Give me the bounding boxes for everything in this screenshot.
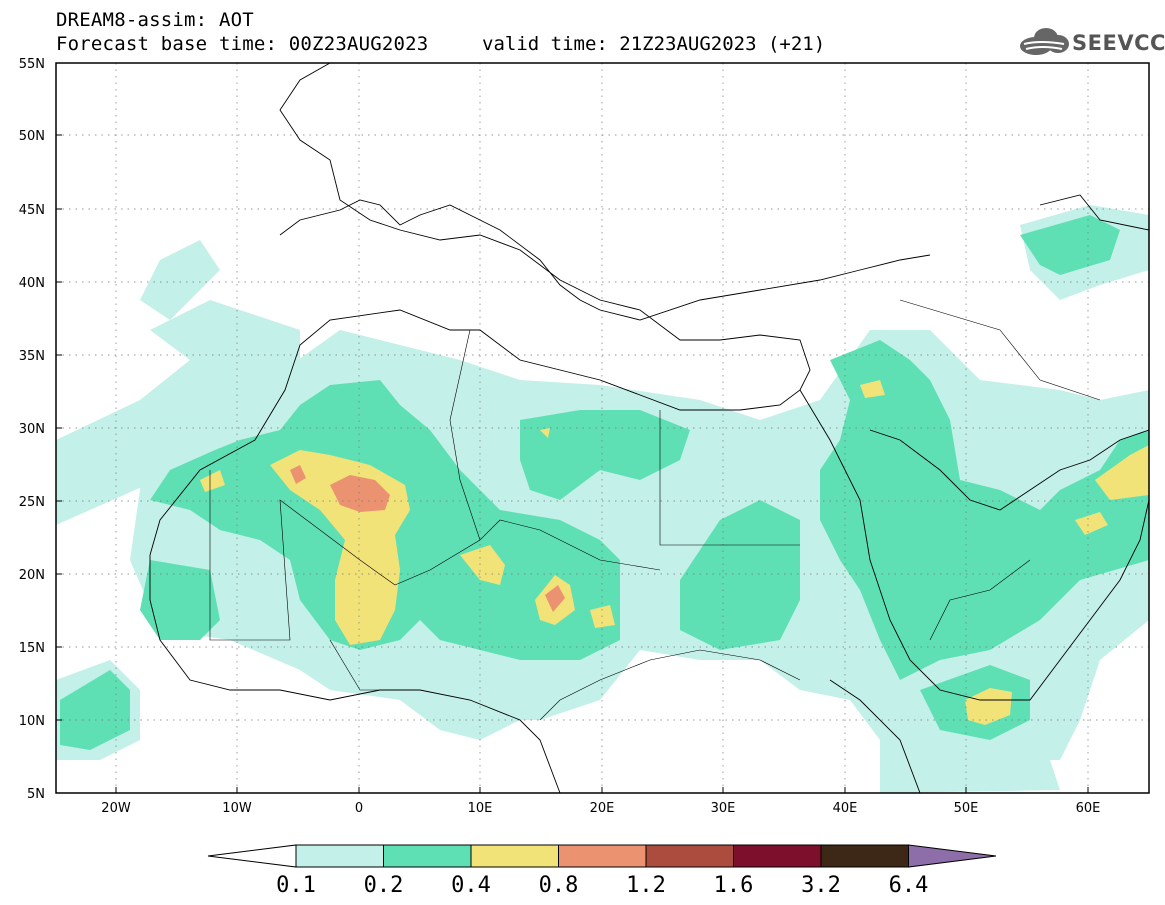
lat-label: 5N <box>27 787 45 802</box>
colorbar-swatch <box>645 844 734 868</box>
lat-label: 20N <box>19 568 45 583</box>
valid-time: valid time: 21Z23AUG2023 (+21) <box>482 33 826 55</box>
lon-label: 60E <box>1076 801 1101 816</box>
lon-label: 20E <box>590 801 615 816</box>
lat-label: 10N <box>19 714 45 729</box>
lat-label: 55N <box>19 57 45 72</box>
colorbar-label: 1.6 <box>714 873 754 898</box>
lat-label: 50N <box>19 129 45 144</box>
colorbar-swatch <box>383 844 472 868</box>
lon-label: 20W <box>101 801 131 816</box>
colorbar-swatch <box>558 844 647 868</box>
colorbar-label: 1.2 <box>626 873 666 898</box>
lon-label: 40E <box>833 801 858 816</box>
forecast-base-time: Forecast base time: 00Z23AUG2023 <box>56 33 429 55</box>
seevccc-logo-text: SEEVCCC <box>1072 31 1165 55</box>
lon-label: 10E <box>468 801 493 816</box>
colorbar: 0.1 0.2 0.4 0.8 1.2 1.6 3.2 6.4 <box>207 844 997 898</box>
lat-label: 35N <box>19 349 45 364</box>
colorbar-label: 0.2 <box>364 873 404 898</box>
colorbar-under-arrow <box>207 844 297 868</box>
lon-label: 10W <box>222 801 252 816</box>
axis-ticks <box>56 134 1089 793</box>
borders <box>209 299 1101 721</box>
lat-label: 30N <box>19 422 45 437</box>
lat-label: 40N <box>19 276 45 291</box>
colorbar-swatch <box>820 844 909 868</box>
colorbar-swatch <box>733 844 822 868</box>
lon-label: 30E <box>711 801 736 816</box>
lat-label: 25N <box>19 495 45 510</box>
colorbar-swatch <box>470 844 559 868</box>
cloud-logo-icon <box>1020 28 1069 55</box>
colorbar-label: 0.4 <box>451 873 491 898</box>
lat-label: 15N <box>19 641 45 656</box>
lon-label: 50E <box>954 801 979 816</box>
colorbar-over-arrow <box>908 844 997 868</box>
aot-field <box>56 205 1149 793</box>
lon-label: 0 <box>355 801 363 816</box>
lat-label: 45N <box>19 203 45 218</box>
colorbar-label: 0.8 <box>539 873 579 898</box>
coastlines <box>149 63 1149 793</box>
colorbar-label: 0.1 <box>276 873 316 898</box>
gridlines <box>56 63 1149 793</box>
colorbar-label: 6.4 <box>889 873 929 898</box>
colorbar-swatch <box>295 844 384 868</box>
colorbar-label: 3.2 <box>801 873 841 898</box>
map-title: DREAM8-assim: AOT <box>56 9 254 31</box>
